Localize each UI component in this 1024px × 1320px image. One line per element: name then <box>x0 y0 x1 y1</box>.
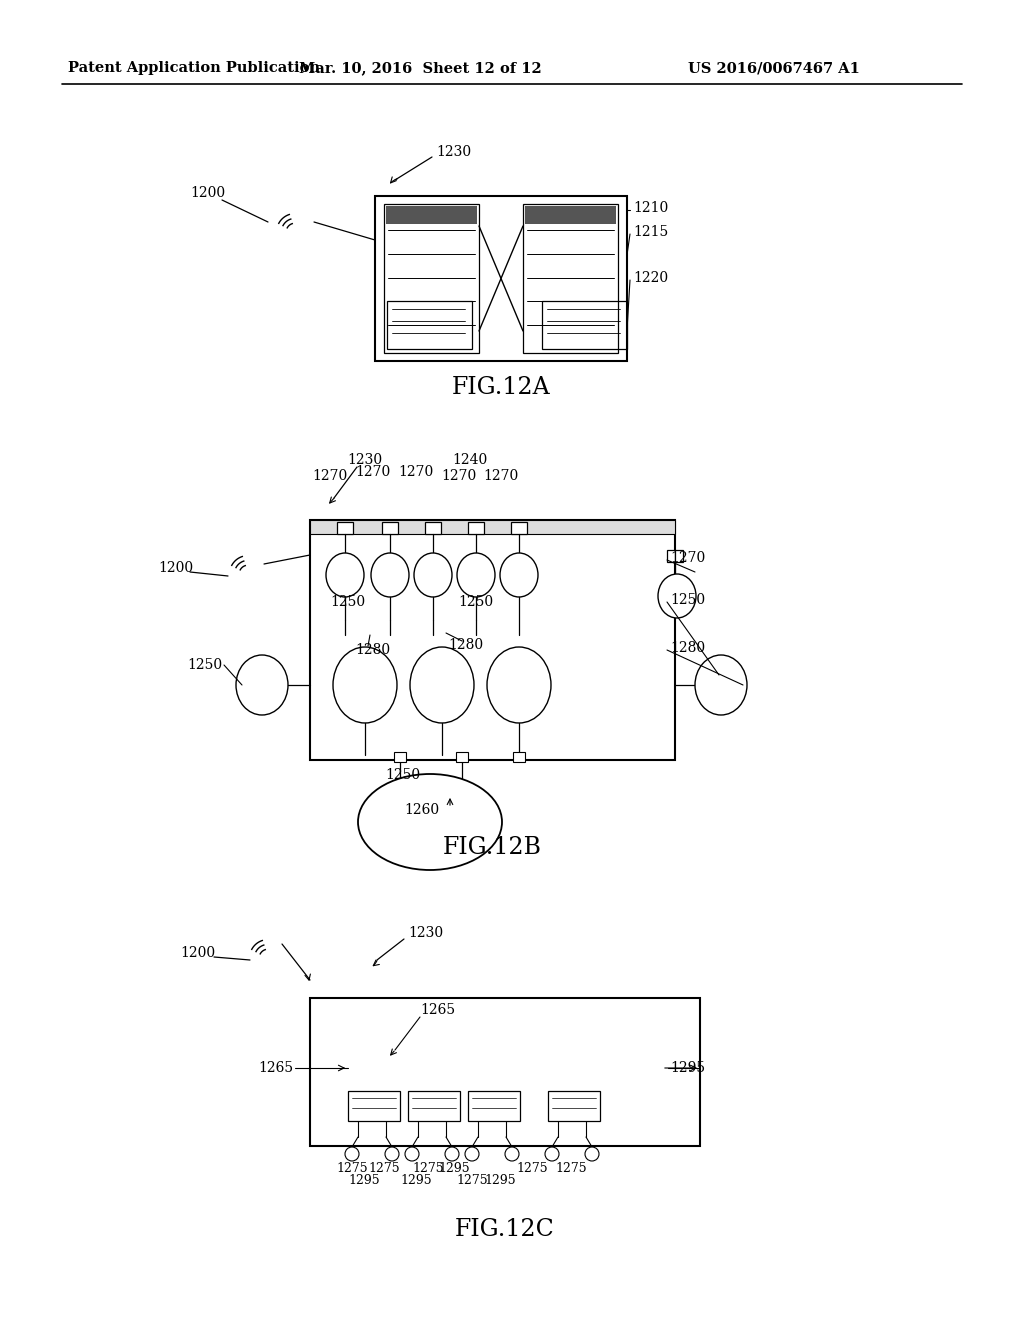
Ellipse shape <box>236 655 288 715</box>
Bar <box>523 205 618 352</box>
Ellipse shape <box>465 1147 479 1162</box>
Bar <box>511 521 527 535</box>
Ellipse shape <box>487 647 551 723</box>
Bar <box>384 205 479 352</box>
Text: 1270: 1270 <box>483 469 518 483</box>
Text: 1240: 1240 <box>452 453 487 467</box>
Text: 1270: 1270 <box>312 469 347 483</box>
Ellipse shape <box>414 553 452 597</box>
Text: 1275: 1275 <box>555 1162 587 1175</box>
Text: 1200: 1200 <box>158 561 194 576</box>
Text: 1270: 1270 <box>670 550 706 565</box>
Bar <box>468 521 484 535</box>
Text: 1250: 1250 <box>670 593 706 607</box>
Ellipse shape <box>333 647 397 723</box>
Text: 1265: 1265 <box>258 1061 293 1074</box>
Text: 1270: 1270 <box>398 465 433 479</box>
Text: 1295: 1295 <box>670 1061 706 1074</box>
Text: 1280: 1280 <box>449 638 483 652</box>
Bar <box>310 520 675 535</box>
Ellipse shape <box>585 1147 599 1162</box>
Text: Mar. 10, 2016  Sheet 12 of 12: Mar. 10, 2016 Sheet 12 of 12 <box>299 61 542 75</box>
Ellipse shape <box>385 1147 399 1162</box>
Text: 1295: 1295 <box>348 1173 380 1187</box>
Ellipse shape <box>406 1147 419 1162</box>
Bar <box>394 752 406 762</box>
Text: 1230: 1230 <box>347 453 382 467</box>
Text: 1230: 1230 <box>408 927 443 940</box>
Text: 1270: 1270 <box>441 469 476 483</box>
Bar <box>382 521 398 535</box>
Text: 1220: 1220 <box>633 271 668 285</box>
Ellipse shape <box>358 774 502 870</box>
Bar <box>387 301 472 348</box>
Text: 1250: 1250 <box>458 595 494 609</box>
Ellipse shape <box>545 1147 559 1162</box>
Bar <box>337 521 353 535</box>
Text: 1230: 1230 <box>436 145 471 158</box>
Ellipse shape <box>500 553 538 597</box>
Bar <box>348 1092 400 1121</box>
Text: 1275: 1275 <box>456 1173 487 1187</box>
Bar <box>667 550 683 562</box>
Text: 1280: 1280 <box>355 643 390 657</box>
Ellipse shape <box>371 553 409 597</box>
Bar <box>513 752 525 762</box>
Text: FIG.12B: FIG.12B <box>442 837 542 859</box>
Ellipse shape <box>345 1147 359 1162</box>
Ellipse shape <box>695 655 746 715</box>
Text: 1275: 1275 <box>336 1162 368 1175</box>
Bar <box>425 521 441 535</box>
Bar <box>548 1092 600 1121</box>
Ellipse shape <box>445 1147 459 1162</box>
Text: 1295: 1295 <box>438 1162 470 1175</box>
Ellipse shape <box>457 553 495 597</box>
Text: Patent Application Publication: Patent Application Publication <box>68 61 319 75</box>
Ellipse shape <box>326 553 364 597</box>
Text: 1295: 1295 <box>484 1173 516 1187</box>
Bar <box>386 206 477 224</box>
Text: 1275: 1275 <box>368 1162 399 1175</box>
Bar <box>310 998 700 1146</box>
Bar <box>408 1092 460 1121</box>
Text: 1200: 1200 <box>180 946 215 960</box>
Text: FIG.12A: FIG.12A <box>452 376 550 400</box>
Bar <box>310 520 675 760</box>
Text: 1275: 1275 <box>412 1162 443 1175</box>
Ellipse shape <box>505 1147 519 1162</box>
Text: 1270: 1270 <box>355 465 390 479</box>
Text: 1260: 1260 <box>404 803 439 817</box>
Text: 1280: 1280 <box>670 642 706 655</box>
Text: 1250: 1250 <box>330 595 366 609</box>
Bar <box>375 195 627 360</box>
Text: 1210: 1210 <box>633 201 669 215</box>
Text: 1275: 1275 <box>516 1162 548 1175</box>
Text: US 2016/0067467 A1: US 2016/0067467 A1 <box>688 61 860 75</box>
Text: 1250: 1250 <box>385 768 420 781</box>
Text: 1200: 1200 <box>190 186 225 201</box>
Ellipse shape <box>410 647 474 723</box>
Bar <box>542 301 627 348</box>
Text: FIG.12C: FIG.12C <box>455 1218 555 1242</box>
Ellipse shape <box>658 574 696 618</box>
Bar <box>525 206 616 224</box>
Bar <box>468 1092 520 1121</box>
Text: 1215: 1215 <box>633 224 669 239</box>
Text: 1295: 1295 <box>400 1173 432 1187</box>
Bar <box>456 752 468 762</box>
Text: 1250: 1250 <box>186 657 222 672</box>
Text: 1265: 1265 <box>420 1003 455 1016</box>
